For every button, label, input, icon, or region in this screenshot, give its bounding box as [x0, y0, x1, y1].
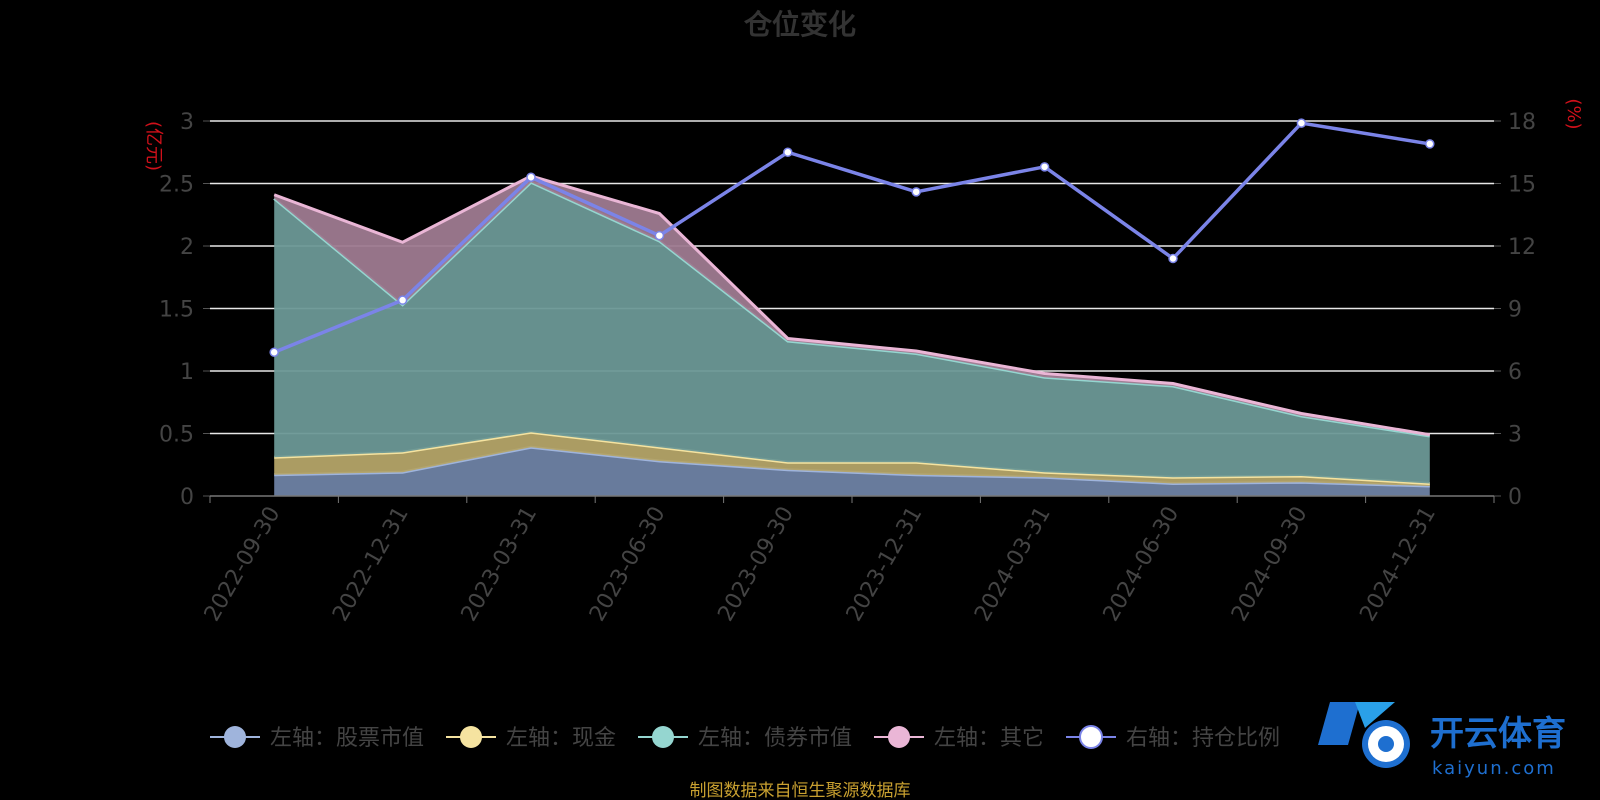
legend-swatch-marker [460, 726, 482, 748]
ratio-line-point [526, 172, 536, 182]
right-axis-tick-label: 12 [1508, 235, 1536, 260]
legend-swatch-marker [1079, 725, 1103, 749]
left-axis-tick-label: 0 [180, 485, 194, 510]
legend-swatch-marker [652, 726, 674, 748]
legend-label: 左轴：股票市值 [270, 726, 424, 751]
ratio-line-point [783, 147, 793, 157]
legend-label: 左轴：现金 [506, 726, 616, 751]
right-axis-tick-label: 0 [1508, 485, 1522, 510]
ratio-line-point [1039, 162, 1050, 172]
left-axis-tick-label: 3 [180, 110, 194, 135]
ratio-line [269, 118, 1435, 357]
left-axis-tick-label: 2.5 [159, 173, 194, 198]
area-edge-左轴：其它 [273, 174, 1431, 437]
legend: 左轴：股票市值 左轴：现金 左轴：债券市值 左轴：其它 右轴：持仓比例 [210, 725, 1280, 751]
x-axis-tick-label: 2024-03-31 [970, 503, 1056, 626]
left-axis-tick-label: 1.5 [159, 298, 194, 323]
x-axis-tick-label: 2023-12-31 [842, 502, 928, 625]
legend-swatch-marker [888, 726, 910, 748]
ratio-line-point [1296, 118, 1307, 128]
right-axis-unit: (%) [1563, 98, 1584, 129]
legend-label: 左轴：债券市值 [698, 726, 852, 751]
left-axis-tick-label: 1 [180, 360, 194, 385]
ratio-line-point [1168, 253, 1178, 264]
right-axis-tick-label: 6 [1508, 360, 1522, 385]
left-axis-tick-label: 0.5 [159, 423, 194, 448]
legend-label: 左轴：其它 [934, 726, 1044, 751]
x-axis-tick-label: 2022-09-30 [200, 503, 286, 626]
ratio-line-point [269, 347, 279, 357]
right-axis-tick-label: 18 [1508, 110, 1536, 135]
left-axis-tick-label: 2 [180, 235, 194, 260]
ratio-line-point [654, 230, 665, 241]
chart-title: 仓位变化 [744, 8, 856, 41]
ratio-line-point [911, 187, 921, 197]
watermark-logo: 开云体育 kaiyun.com [1318, 702, 1566, 779]
x-axis-tick-label: 2023-03-31 [457, 503, 543, 626]
area-左轴：现金 [274, 432, 1430, 486]
area-左轴：债券市值 [274, 182, 1430, 484]
x-axis-tick-label: 2023-06-30 [585, 503, 671, 626]
x-axis-tick-label: 2022-12-31 [328, 502, 414, 625]
ratio-line-path [273, 121, 1431, 354]
source-note: 制图数据来自恒生聚源数据库 [690, 781, 911, 800]
right-axis-tick-label: 15 [1508, 173, 1536, 198]
x-axis-tick-label: 2024-12-31 [1355, 503, 1441, 626]
watermark-brand: 开云体育 [1430, 714, 1566, 754]
x-axis-tick-label: 2024-09-30 [1227, 503, 1313, 626]
stacked-areas [273, 174, 1431, 496]
ratio-line-point [1425, 139, 1435, 149]
watermark-domain: kaiyun.com [1432, 758, 1556, 779]
right-axis-tick-label: 3 [1508, 423, 1522, 448]
kaiyun-ball-icon [1318, 702, 1410, 768]
area-左轴：股票市值 [274, 447, 1430, 496]
left-axis-unit: (亿元) [143, 121, 164, 171]
legend-swatch-marker [224, 726, 246, 748]
x-axis-tick-label: 2024-06-30 [1099, 503, 1185, 626]
legend-label: 右轴：持仓比例 [1126, 726, 1280, 751]
right-axis-tick-label: 9 [1508, 298, 1522, 323]
ratio-line-point [397, 295, 408, 305]
x-axis-tick-label: 2023-09-30 [713, 503, 799, 626]
